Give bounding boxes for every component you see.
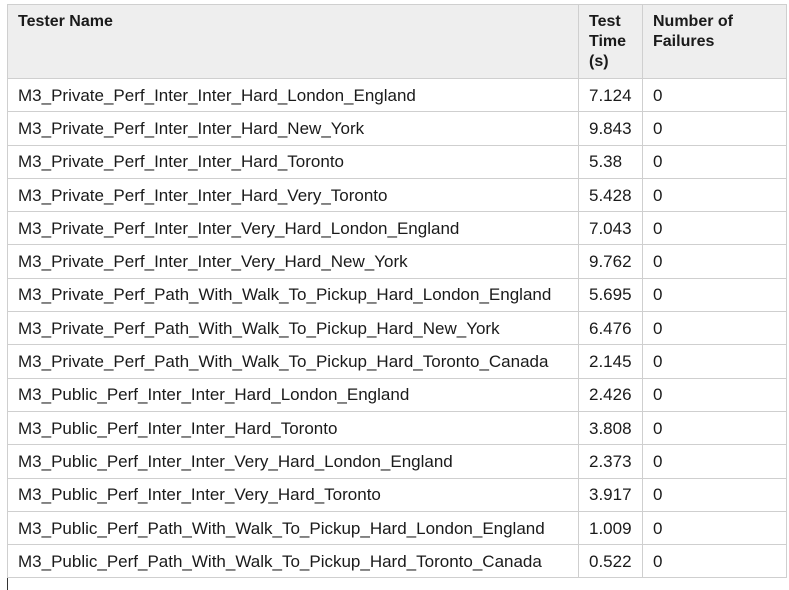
table-row: M3_Public_Perf_Path_With_Walk_To_Pickup_… xyxy=(7,544,787,579)
table-row: M3_Private_Perf_Path_With_Walk_To_Pickup… xyxy=(7,344,787,379)
cell-tester-name: M3_Private_Perf_Inter_Inter_Hard_New_Yor… xyxy=(7,111,579,146)
cell-test-time: 3.917 xyxy=(578,477,643,512)
header-number-of-failures: Number of Failures xyxy=(642,4,787,79)
cell-number-of-failures: 0 xyxy=(642,377,787,412)
table-row: M3_Private_Perf_Path_With_Walk_To_Pickup… xyxy=(7,277,787,313)
cell-number-of-failures: 0 xyxy=(642,477,787,512)
cell-test-time: 7.043 xyxy=(578,211,643,246)
table-row: M3_Public_Perf_Inter_Inter_Hard_London_E… xyxy=(7,377,787,412)
table-header: Tester Name Test Time (s) Number of Fail… xyxy=(7,4,787,79)
table-row: M3_Public_Perf_Inter_Inter_Hard_Toronto 3… xyxy=(7,410,787,446)
cell-test-time: 9.843 xyxy=(578,111,643,146)
cell-tester-name: M3_Public_Perf_Path_With_Walk_To_Pickup_… xyxy=(7,510,579,546)
table-row: M3_Private_Perf_Inter_Inter_Hard_Very_To… xyxy=(7,177,787,213)
header-tester-name: Tester Name xyxy=(7,4,579,79)
cell-tester-name: M3_Private_Perf_Path_With_Walk_To_Pickup… xyxy=(7,311,579,346)
cell-tester-name: M3_Private_Perf_Inter_Inter_Hard_Very_To… xyxy=(7,177,579,213)
cell-tester-name: M3_Private_Perf_Inter_Inter_Hard_London_… xyxy=(7,77,579,113)
cell-test-time: 5.695 xyxy=(578,277,643,313)
header-row: Tester Name Test Time (s) Number of Fail… xyxy=(7,4,787,79)
cell-test-time: 0.522 xyxy=(578,544,643,579)
cell-number-of-failures: 0 xyxy=(642,544,787,579)
table-row: M3_Public_Perf_Inter_Inter_Very_Hard_Lon… xyxy=(7,444,787,479)
cell-test-time: 9.762 xyxy=(578,244,643,279)
cell-tester-name: M3_Public_Perf_Inter_Inter_Very_Hard_Tor… xyxy=(7,477,579,512)
table-row: M3_Private_Perf_Path_With_Walk_To_Pickup… xyxy=(7,311,787,346)
table-row: M3_Private_Perf_Inter_Inter_Very_Hard_Ne… xyxy=(7,244,787,279)
cell-number-of-failures: 0 xyxy=(642,311,787,346)
table-row: M3_Private_Perf_Inter_Inter_Hard_Toronto… xyxy=(7,144,787,179)
cell-test-time: 2.373 xyxy=(578,444,643,479)
cell-number-of-failures: 0 xyxy=(642,344,787,379)
cell-number-of-failures: 0 xyxy=(642,410,787,446)
cell-number-of-failures: 0 xyxy=(642,277,787,313)
cell-number-of-failures: 0 xyxy=(642,144,787,179)
cell-test-time: 5.428 xyxy=(578,177,643,213)
cell-number-of-failures: 0 xyxy=(642,244,787,279)
cell-tester-name: M3_Private_Perf_Path_With_Walk_To_Pickup… xyxy=(7,277,579,313)
cell-test-time: 6.476 xyxy=(578,311,643,346)
cell-tester-name: M3_Private_Perf_Inter_Inter_Very_Hard_Lo… xyxy=(7,211,579,246)
table-body: M3_Private_Perf_Inter_Inter_Hard_London_… xyxy=(7,77,787,579)
table-row: M3_Public_Perf_Inter_Inter_Very_Hard_Tor… xyxy=(7,477,787,512)
cell-test-time: 3.808 xyxy=(578,410,643,446)
table-row: M3_Private_Perf_Inter_Inter_Very_Hard_Lo… xyxy=(7,211,787,246)
cell-test-time: 2.426 xyxy=(578,377,643,412)
cell-tester-name: M3_Public_Perf_Inter_Inter_Hard_London_E… xyxy=(7,377,579,412)
cell-number-of-failures: 0 xyxy=(642,510,787,546)
cell-number-of-failures: 0 xyxy=(642,444,787,479)
header-test-time: Test Time (s) xyxy=(578,4,643,79)
table-row: M3_Private_Perf_Inter_Inter_Hard_London_… xyxy=(7,77,787,113)
table-row: M3_Public_Perf_Path_With_Walk_To_Pickup_… xyxy=(7,510,787,546)
cell-tester-name: M3_Public_Perf_Inter_Inter_Hard_Toronto xyxy=(7,410,579,446)
cell-number-of-failures: 0 xyxy=(642,111,787,146)
cell-number-of-failures: 0 xyxy=(642,77,787,113)
table-row: M3_Private_Perf_Inter_Inter_Hard_New_Yor… xyxy=(7,111,787,146)
cell-tester-name: M3_Private_Perf_Inter_Inter_Very_Hard_Ne… xyxy=(7,244,579,279)
cell-number-of-failures: 0 xyxy=(642,211,787,246)
cell-test-time: 5.38 xyxy=(578,144,643,179)
tester-results-table: Tester Name Test Time (s) Number of Fail… xyxy=(7,4,787,579)
cell-number-of-failures: 0 xyxy=(642,177,787,213)
cell-tester-name: M3_Private_Perf_Inter_Inter_Hard_Toronto xyxy=(7,144,579,179)
cell-test-time: 2.145 xyxy=(578,344,643,379)
cell-tester-name: M3_Public_Perf_Inter_Inter_Very_Hard_Lon… xyxy=(7,444,579,479)
cell-tester-name: M3_Public_Perf_Path_With_Walk_To_Pickup_… xyxy=(7,544,579,579)
cell-tester-name: M3_Private_Perf_Path_With_Walk_To_Pickup… xyxy=(7,344,579,379)
cell-test-time: 1.009 xyxy=(578,510,643,546)
cell-test-time: 7.124 xyxy=(578,77,643,113)
text-cursor xyxy=(7,578,8,590)
